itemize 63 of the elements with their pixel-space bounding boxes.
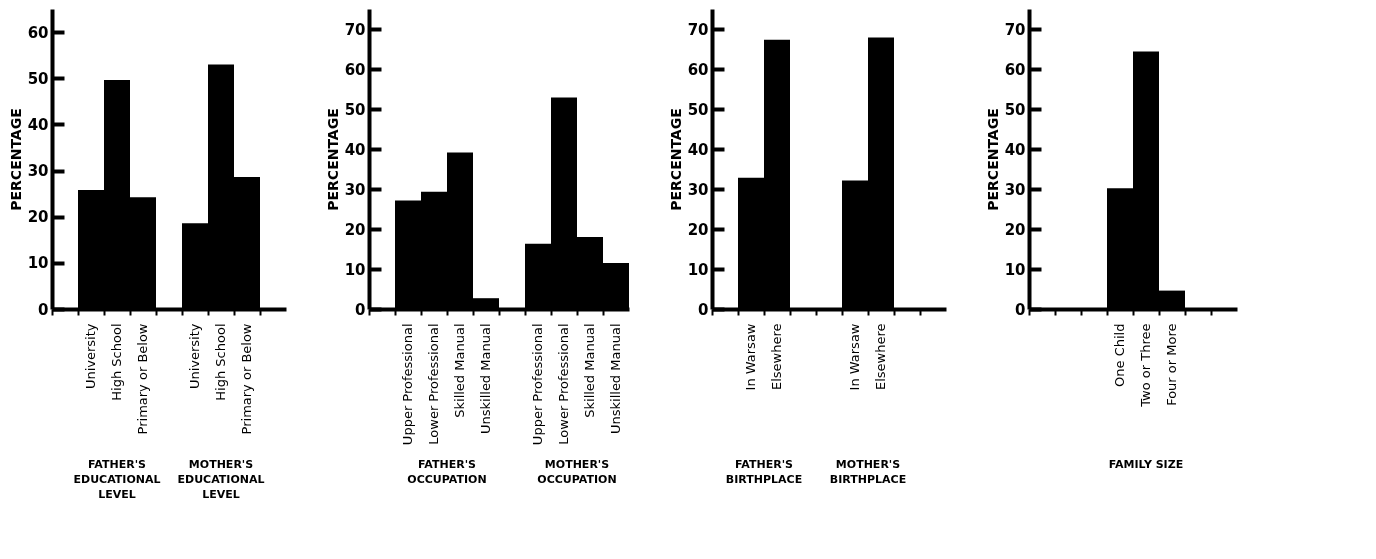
- x-tick-label: Two or Three: [1138, 323, 1153, 408]
- y-tick-label: 60: [687, 60, 709, 79]
- x-tick-label: Unskilled Manual: [478, 323, 493, 435]
- text: MOTHER'S OCCUPATION: [537, 458, 617, 486]
- x-tick-label: University: [187, 323, 202, 390]
- y-tick-label: 60: [344, 60, 366, 79]
- y-tick-label: 0: [355, 300, 366, 319]
- x-tick-label: Skilled Manual: [452, 323, 467, 418]
- x-tick-label: In Warsaw: [847, 323, 862, 391]
- y-tick-label: 40: [1004, 140, 1026, 159]
- y-tick-label: 50: [27, 69, 49, 88]
- text: FATHER'S BIRTHPLACE: [725, 458, 803, 486]
- y-tick-label: 40: [687, 140, 709, 159]
- y-tick-label: 0: [698, 300, 709, 319]
- x-tick-label: High School: [213, 323, 228, 401]
- x-tick-label: Unskilled Manual: [608, 323, 623, 435]
- y-axis-title: PERCENTAGE: [667, 108, 684, 211]
- x-tick-label: Upper Professional: [530, 323, 545, 446]
- y-tick-label: 30: [1004, 180, 1026, 199]
- y-tick-label: 20: [687, 220, 709, 239]
- y-tick-label: 70: [344, 20, 366, 39]
- x-tick-label: Lower Professional: [426, 323, 441, 445]
- y-tick-label: 70: [687, 20, 709, 39]
- y-tick-label: 20: [1004, 220, 1026, 239]
- y-axis-title: PERCENTAGE: [324, 108, 341, 211]
- x-tick-label: Lower Professional: [556, 323, 571, 445]
- y-tick-label: 60: [1004, 60, 1026, 79]
- text: FATHER'S EDUCATIONAL LEVEL: [73, 458, 161, 501]
- x-tick-label: Primary or Below: [135, 323, 150, 435]
- y-tick-label: 10: [687, 260, 709, 279]
- y-tick-label: 30: [344, 180, 366, 199]
- y-tick-label: 50: [344, 100, 366, 119]
- text: MOTHER'S EDUCATIONAL LEVEL: [177, 458, 265, 501]
- text: MOTHER'S BIRTHPLACE: [829, 458, 907, 486]
- y-tick-label: 50: [687, 100, 709, 119]
- x-tick-label: Elsewhere: [769, 323, 784, 391]
- y-axis-title: PERCENTAGE: [984, 108, 1001, 211]
- x-tick-label: One Child: [1112, 323, 1127, 387]
- y-tick-label: 0: [38, 300, 49, 319]
- x-tick-label: High School: [109, 323, 124, 401]
- y-axis-title: PERCENTAGE: [7, 108, 24, 211]
- y-tick-label: 30: [27, 162, 49, 181]
- y-tick-label: 20: [344, 220, 366, 239]
- x-tick-label: Upper Professional: [400, 323, 415, 446]
- y-tick-label: 60: [27, 23, 49, 42]
- x-tick-label: University: [83, 323, 98, 390]
- text: FAMILY SIZE: [1108, 458, 1184, 471]
- x-tick-label: Elsewhere: [873, 323, 888, 391]
- y-tick-label: 0: [1015, 300, 1026, 319]
- y-tick-label: 10: [27, 254, 49, 273]
- y-tick-label: 40: [27, 115, 49, 134]
- x-tick-label: In Warsaw: [743, 323, 758, 391]
- y-tick-label: 40: [344, 140, 366, 159]
- y-tick-label: 70: [1004, 20, 1026, 39]
- x-tick-label: Primary or Below: [239, 323, 254, 435]
- x-tick-label: Four or More: [1164, 323, 1179, 406]
- y-tick-label: 10: [344, 260, 366, 279]
- y-tick-label: 10: [1004, 260, 1026, 279]
- y-tick-label: 50: [1004, 100, 1026, 119]
- y-tick-label: 20: [27, 208, 49, 227]
- text: FATHER'S OCCUPATION: [407, 458, 487, 486]
- y-tick-label: 30: [687, 180, 709, 199]
- x-tick-label: Skilled Manual: [582, 323, 597, 418]
